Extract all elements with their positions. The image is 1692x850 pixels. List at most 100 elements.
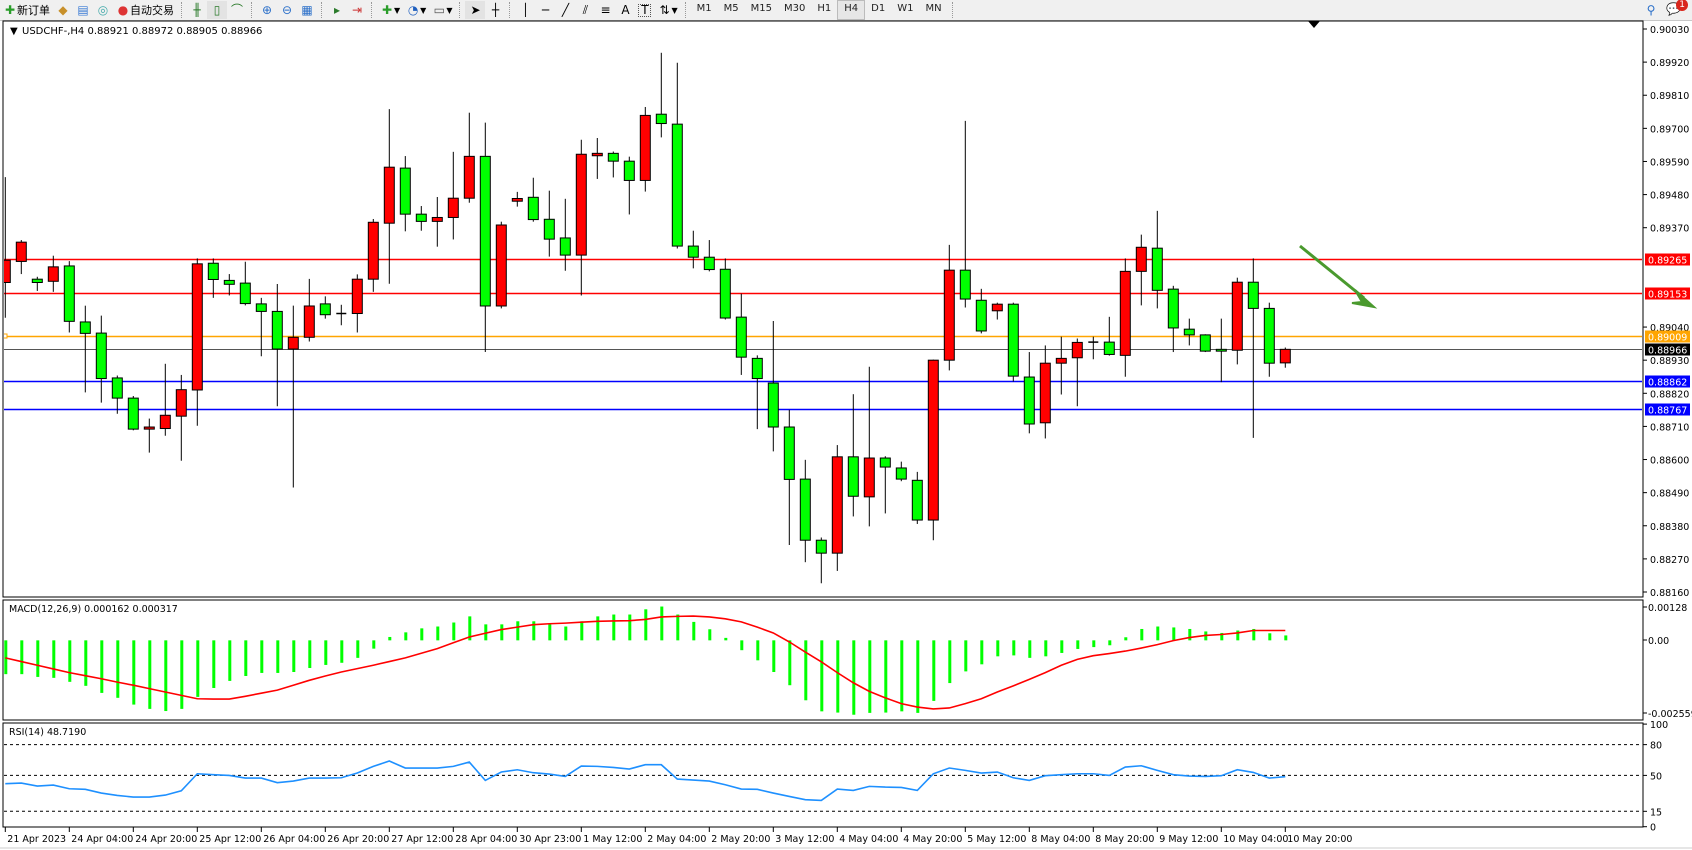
candle-body-bull xyxy=(447,197,459,218)
zoom-out-button[interactable]: ⊖ xyxy=(277,1,297,19)
signals-button[interactable]: ◎ xyxy=(93,1,113,19)
price-tag-label: 0.89265 xyxy=(1648,256,1687,267)
candle xyxy=(799,459,811,563)
macd-signal-line xyxy=(5,615,1286,710)
candle xyxy=(543,190,555,257)
candle-body-bull xyxy=(4,259,11,284)
candle xyxy=(1007,302,1019,382)
line-chart-icon: ⌒ xyxy=(230,3,243,17)
text-label-button[interactable]: T xyxy=(635,1,654,19)
macd-bar xyxy=(932,640,936,701)
macd-bar xyxy=(1028,640,1032,658)
chart-legend-arrow[interactable]: ▼ xyxy=(10,26,18,37)
candle xyxy=(415,206,427,231)
candle-body-bull xyxy=(831,456,843,554)
macd-bar xyxy=(788,640,792,686)
new-order-button[interactable]: ✚ 新订单 xyxy=(0,1,53,19)
time-tick-label: 21 Apr 2023 xyxy=(7,834,66,845)
candle xyxy=(143,418,155,453)
timeframe-m15[interactable]: M15 xyxy=(750,3,772,14)
timeframe-m1[interactable]: M1 xyxy=(696,3,712,14)
autoscroll-button[interactable]: ⇥ xyxy=(347,1,367,19)
search-icon[interactable]: ⚲ xyxy=(1646,3,1656,17)
candle-body-bear xyxy=(479,155,491,307)
macd-bar xyxy=(708,629,712,641)
time-tick-label: 2 May 20:00 xyxy=(711,834,770,845)
text-button[interactable]: A xyxy=(615,1,635,19)
candle-body-bull xyxy=(367,221,379,280)
timeframe-m30[interactable]: M30 xyxy=(783,3,806,14)
macd-bar xyxy=(1108,640,1112,646)
auto-trading-button[interactable]: ● 自动交易 xyxy=(113,1,177,19)
timeframe-bar: M1 M5 M15 M30 H1 H4 D1 W1 MN xyxy=(691,0,948,20)
candle-body-bull xyxy=(1071,341,1083,359)
timeframe-h1[interactable]: H1 xyxy=(817,3,832,14)
candle xyxy=(1167,285,1179,353)
candle xyxy=(927,359,939,541)
price-tick-label: 0.89810 xyxy=(1650,91,1689,102)
toolbar-separator xyxy=(684,2,687,18)
price-tag xyxy=(1645,403,1690,416)
candle-body-bear xyxy=(719,268,731,319)
trend-arrow[interactable] xyxy=(1299,244,1378,309)
tile-windows-button[interactable]: ▦ xyxy=(297,1,317,19)
notification-button[interactable]: 💬 1 xyxy=(1666,0,1688,18)
timeframe-d1[interactable]: D1 xyxy=(871,3,886,14)
horizontal-line-button[interactable]: ─ xyxy=(535,1,555,19)
macd-bar xyxy=(468,616,472,641)
timeframe-m5[interactable]: M5 xyxy=(723,3,739,14)
candle-body-bull xyxy=(1119,270,1131,356)
arrows-button[interactable]: ⇅ ▼ xyxy=(659,3,678,17)
timeframe-mn[interactable]: MN xyxy=(925,3,942,14)
candle xyxy=(1279,347,1291,368)
arrow-shaft[interactable] xyxy=(1299,244,1365,300)
chart-shift-marker[interactable] xyxy=(1308,21,1320,28)
periods-button[interactable]: ◔ ▼ xyxy=(407,3,427,17)
macd-bar xyxy=(84,640,88,686)
candle-body-bull xyxy=(383,166,395,224)
candle xyxy=(991,302,1003,320)
candle xyxy=(399,156,411,232)
line-chart-button[interactable]: ⌒ xyxy=(227,1,247,19)
candle-body-bear xyxy=(623,160,635,181)
candle-body-bear xyxy=(959,269,971,300)
candlestick-button[interactable]: ▯ xyxy=(207,1,227,19)
market-watch-button[interactable]: ▤ xyxy=(73,1,93,19)
macd-bar xyxy=(276,640,280,673)
timeframe-w1[interactable]: W1 xyxy=(897,3,914,14)
candle xyxy=(351,274,363,333)
fibonacci-icon: ≡ xyxy=(600,3,611,17)
history-button[interactable]: ◆ xyxy=(53,1,73,19)
cursor-button[interactable]: ➤ xyxy=(465,1,486,19)
macd-bar xyxy=(1284,635,1288,641)
macd-bar xyxy=(340,640,344,663)
candle-body-bear xyxy=(111,377,123,399)
candle xyxy=(943,244,955,371)
vertical-line-button[interactable]: │ xyxy=(515,1,535,19)
indicators-button[interactable]: ✚ ▼ xyxy=(381,3,401,17)
chart-shift-button[interactable]: ▸ xyxy=(327,1,347,19)
trendline-button[interactable]: ╱ xyxy=(555,1,575,19)
fibonacci-button[interactable]: ≡ xyxy=(595,1,615,19)
price-tick-label: 0.89370 xyxy=(1650,224,1689,235)
zoom-in-button[interactable]: ⊕ xyxy=(257,1,277,19)
candle-body-bull xyxy=(287,336,299,350)
arrow-head[interactable] xyxy=(1351,289,1378,309)
candle xyxy=(911,471,923,524)
templates-button[interactable]: ▭ ▼ xyxy=(433,3,453,17)
signals-icon: ◎ xyxy=(97,3,109,17)
line-handle[interactable] xyxy=(3,333,8,339)
candle-body-bear xyxy=(559,237,571,256)
zoom-out-icon: ⊖ xyxy=(281,3,293,17)
bar-chart-button[interactable]: ╫ xyxy=(187,1,207,19)
candle xyxy=(479,122,491,353)
equidistant-channel-button[interactable]: ⫽ xyxy=(575,1,595,19)
crosshair-button[interactable]: ┼ xyxy=(485,1,505,19)
candle-body-bear xyxy=(415,213,427,222)
timeframe-h4[interactable]: H4 xyxy=(837,0,866,20)
candle-body-bull xyxy=(143,426,155,430)
candle-body-bear xyxy=(895,467,907,480)
time-tick-label: 2 May 04:00 xyxy=(647,834,706,845)
candle-body-bull xyxy=(1231,281,1243,351)
